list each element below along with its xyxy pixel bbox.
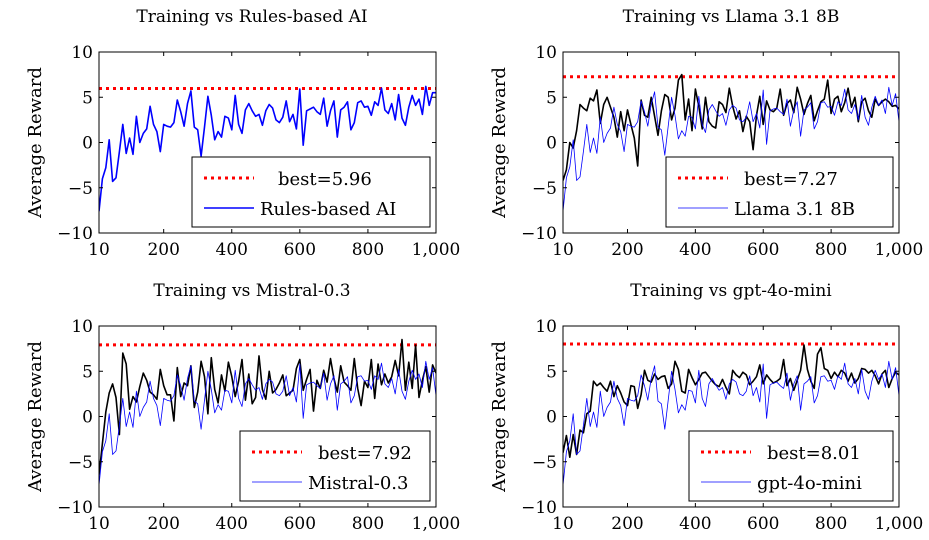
x-tick-label: 200 bbox=[147, 240, 179, 260]
legend-box bbox=[239, 430, 431, 502]
chart-panel-3: Training vs Mistral-0.3 Average Reward 10 2… bbox=[25, 281, 460, 534]
series-line-mistral-0-3 bbox=[99, 360, 436, 486]
legend-series-label: Mistral-0.3 bbox=[308, 473, 408, 494]
legend-best-label: best=8.01 bbox=[767, 443, 861, 464]
chart-panel-2: Training vs Llama 3.1 8B Average Reward 10… bbox=[489, 7, 923, 260]
x-tick-label: 600 bbox=[284, 240, 316, 260]
legend-box bbox=[665, 156, 894, 228]
legend: best=7.27 Llama 3.1 8B bbox=[665, 156, 894, 228]
y-axis-label: Average Reward bbox=[489, 341, 510, 493]
x-tick-label: 600 bbox=[284, 514, 316, 534]
y-tick-label: −10 bbox=[521, 498, 557, 518]
x-tick-label: 200 bbox=[147, 514, 179, 534]
y-tick-label: 10 bbox=[71, 43, 93, 63]
x-tick-label: 800 bbox=[352, 240, 384, 260]
chart-title: Training vs Llama 3.1 8B bbox=[623, 7, 840, 27]
x-tick-label: 1,000 bbox=[875, 514, 924, 534]
chart-panel-1: Training vs Rules-based AI Average Reward… bbox=[25, 7, 460, 260]
legend: best=8.01 gpt-4o-mini bbox=[688, 430, 894, 502]
x-tick-label: 800 bbox=[815, 240, 847, 260]
legend-series-label: gpt-4o-mini bbox=[757, 473, 862, 494]
x-tick-label: 10 bbox=[552, 240, 574, 260]
legend: best=7.92 Mistral-0.3 bbox=[239, 430, 431, 502]
y-tick-label: 5 bbox=[546, 362, 557, 382]
y-tick-label: −5 bbox=[68, 453, 93, 473]
x-tick-label: 1,000 bbox=[412, 240, 461, 260]
legend-series-label: Llama 3.1 8B bbox=[734, 199, 855, 220]
legend: best=5.96 Rules-based AI bbox=[191, 156, 431, 228]
legend-series-label: Rules-based AI bbox=[260, 199, 396, 220]
y-tick-label: −5 bbox=[68, 179, 93, 199]
x-tick-label: 600 bbox=[747, 514, 779, 534]
y-tick-label: −10 bbox=[57, 224, 93, 244]
series-line-llama-3-1-8b bbox=[563, 86, 899, 212]
chart-title: Training vs Mistral-0.3 bbox=[153, 281, 350, 301]
series-line-training bbox=[99, 338, 436, 476]
y-tick-label: 0 bbox=[82, 408, 93, 428]
x-tick-label: 400 bbox=[216, 240, 248, 260]
series-line-training bbox=[563, 73, 899, 181]
y-tick-label: −10 bbox=[57, 498, 93, 518]
x-tick-label: 10 bbox=[552, 514, 574, 534]
y-tick-label: 10 bbox=[535, 43, 557, 63]
series-line-rules-based-ai bbox=[99, 85, 436, 212]
y-axis-label: Average Reward bbox=[489, 67, 510, 219]
x-tick-label: 400 bbox=[216, 514, 248, 534]
legend-box bbox=[191, 156, 431, 228]
x-tick-label: 200 bbox=[611, 514, 643, 534]
y-tick-label: 0 bbox=[546, 134, 557, 154]
y-tick-label: −5 bbox=[532, 179, 557, 199]
y-axis-label: Average Reward bbox=[25, 67, 46, 219]
y-tick-label: −10 bbox=[521, 224, 557, 244]
x-tick-label: 600 bbox=[747, 240, 779, 260]
x-tick-label: 1,000 bbox=[875, 240, 924, 260]
x-tick-label: 400 bbox=[679, 240, 711, 260]
y-tick-label: 10 bbox=[71, 317, 93, 337]
y-tick-label: 0 bbox=[82, 134, 93, 154]
y-tick-label: 5 bbox=[82, 362, 93, 382]
y-axis-label: Average Reward bbox=[25, 341, 46, 493]
legend-best-label: best=7.92 bbox=[318, 443, 412, 464]
chart-title: Training vs Rules-based AI bbox=[136, 7, 367, 27]
x-tick-label: 10 bbox=[88, 514, 110, 534]
x-tick-label: 800 bbox=[352, 514, 384, 534]
legend-best-label: best=7.27 bbox=[744, 169, 838, 190]
y-tick-label: 5 bbox=[82, 88, 93, 108]
legend-best-label: best=5.96 bbox=[278, 169, 372, 190]
y-tick-label: −5 bbox=[532, 453, 557, 473]
x-tick-label: 800 bbox=[815, 514, 847, 534]
series-line-gpt-4o-mini bbox=[563, 360, 899, 486]
y-tick-label: 10 bbox=[535, 317, 557, 337]
x-tick-label: 400 bbox=[679, 514, 711, 534]
legend-box bbox=[688, 430, 894, 502]
x-tick-label: 200 bbox=[611, 240, 643, 260]
y-tick-label: 0 bbox=[546, 408, 557, 428]
x-tick-label: 1,000 bbox=[412, 514, 461, 534]
y-tick-label: 5 bbox=[546, 88, 557, 108]
x-tick-label: 10 bbox=[88, 240, 110, 260]
chart-title: Training vs gpt-4o-mini bbox=[630, 281, 832, 301]
chart-panel-4: Training vs gpt-4o-mini Average Reward 10 2… bbox=[489, 281, 923, 534]
